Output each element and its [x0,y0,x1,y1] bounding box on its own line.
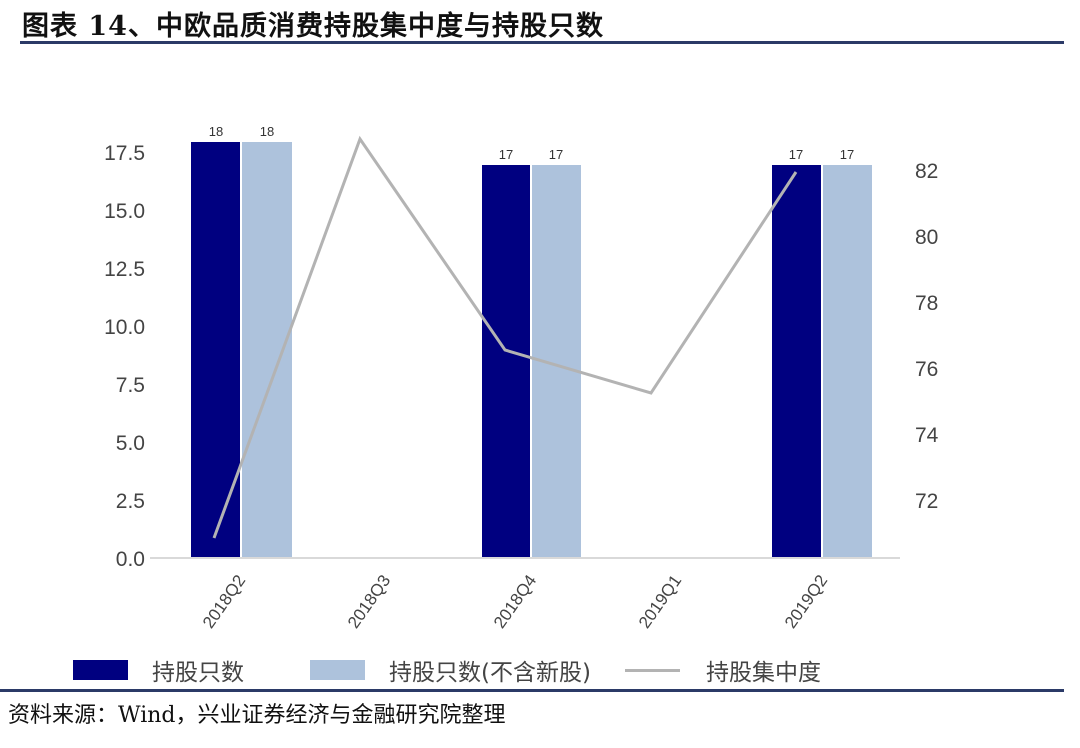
bar-label: 17 [549,147,563,162]
bar-holdings-exnew-2018Q2 [242,142,292,558]
x-tick: 2019Q1 [635,571,685,631]
x-tick: 2018Q3 [344,571,394,631]
concentration-line [212,135,798,539]
source-divider [0,689,1064,692]
x-tick: 2018Q4 [490,571,540,631]
left-tick: 7.5 [116,374,145,397]
right-tick: 76 [915,358,938,381]
left-tick: 2.5 [116,490,145,513]
legend-swatch-dark-blue [73,660,128,680]
bar-label: 17 [789,147,803,162]
bar-holdings-2018Q2 [191,142,240,558]
legend-item-holdings: 持股只数 [73,652,244,688]
bar-label: 17 [840,147,854,162]
right-tick: 72 [915,490,938,513]
right-tick: 78 [915,292,938,315]
legend-item-concentration: 持股集中度 [625,652,821,688]
chart: 0.0 2.5 5.0 7.5 10.0 12.5 15.0 17.5 72 7… [104,124,939,632]
left-tick: 12.5 [104,258,145,281]
bar-label: 18 [209,124,223,139]
right-tick: 80 [915,226,938,249]
left-tick: 17.5 [104,142,145,165]
bar-holdings-exnew-2019Q2 [823,165,872,558]
x-tick: 2019Q2 [781,571,831,631]
legend: 持股只数 持股只数(不含新股) 持股集中度 [0,652,1080,688]
left-tick: 10.0 [104,316,145,339]
left-tick: 15.0 [104,200,145,223]
left-tick: 0.0 [116,548,145,571]
x-tick: 2018Q2 [199,571,249,631]
legend-swatch-line [625,668,680,672]
bar-label: 18 [260,124,274,139]
legend-label: 持股集中度 [706,660,821,686]
right-tick: 82 [915,160,938,183]
source-note: 资料来源：Wind，兴业证券经济与金融研究院整理 [8,703,506,728]
legend-item-holdings-exnew: 持股只数(不含新股) [310,652,591,688]
bar-series [191,142,872,558]
right-axis: 72 74 76 78 80 82 [915,160,939,513]
bar-holdings-2018Q4 [482,165,530,558]
bar-value-labels: 18 18 17 17 17 17 [209,124,854,162]
legend-label: 持股只数(不含新股) [389,660,591,686]
legend-swatch-light-blue [310,660,365,680]
title-divider [20,41,1064,44]
bar-holdings-2019Q2 [772,165,821,558]
right-tick: 74 [915,424,939,447]
legend-label: 持股只数 [152,660,244,686]
x-axis: 2018Q2 2018Q3 2018Q4 2019Q1 2019Q2 [199,571,831,631]
figure-title: 图表 14、中欧品质消费持股集中度与持股只数 [22,11,604,42]
left-tick: 5.0 [116,432,145,455]
bar-label: 17 [499,147,513,162]
left-axis: 0.0 2.5 5.0 7.5 10.0 12.5 15.0 17.5 [104,142,145,571]
